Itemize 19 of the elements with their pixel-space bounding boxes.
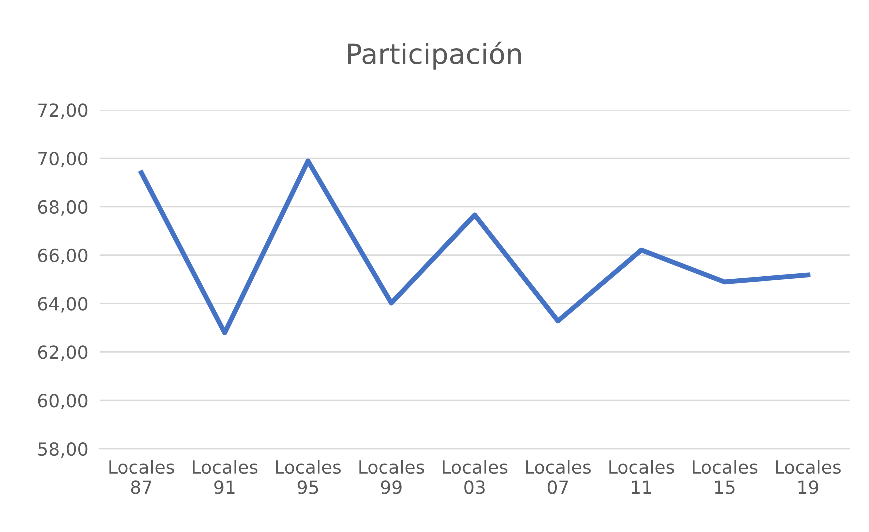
x-tick-label: Locales 03 [443, 460, 508, 494]
y-tick-label: 66,00 [38, 248, 88, 264]
x-tick-label: Locales 07 [526, 460, 592, 494]
x-tick-label: Locales 87 [110, 460, 174, 494]
y-tick-label: 62,00 [38, 346, 88, 362]
x-tick-label: Locales 99 [360, 460, 424, 494]
y-tick-label: 60,00 [38, 394, 88, 410]
x-tick-label: Locales 91 [193, 460, 258, 494]
x-tick-label: Locales 11 [610, 460, 674, 494]
y-tick-label: 64,00 [38, 297, 88, 313]
y-tick-label: 70,00 [38, 152, 88, 168]
y-tick-label: 72,00 [38, 104, 88, 120]
y-tick-label: 58,00 [38, 442, 88, 458]
x-tick-label: Locales 95 [276, 460, 342, 494]
y-tick-label: 68,00 [38, 200, 88, 216]
line-series [139, 158, 811, 336]
x-tick-label: Locales 15 [693, 460, 758, 494]
chart-title: Participación [348, 42, 522, 70]
x-tick-label: Locales 19 [776, 460, 841, 494]
